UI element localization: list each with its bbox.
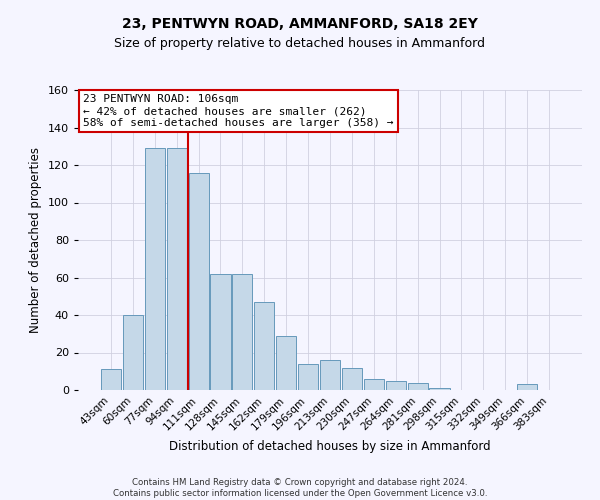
Bar [123,315,143,390]
Text: 23 PENTWYN ROAD: 106sqm
← 42% of detached houses are smaller (262)
58% of semi-d: 23 PENTWYN ROAD: 106sqm ← 42% of detache… [83,94,394,128]
Y-axis label: Number of detached properties: Number of detached properties [29,147,42,333]
Bar [342,368,362,390]
Bar [364,379,384,390]
Bar [298,364,318,390]
Bar [232,274,253,390]
Bar [276,336,296,390]
Text: Contains HM Land Registry data © Crown copyright and database right 2024.
Contai: Contains HM Land Registry data © Crown c… [113,478,487,498]
Bar [386,380,406,390]
Bar [167,148,187,390]
Bar [320,360,340,390]
Bar [145,148,165,390]
Bar [430,388,449,390]
Bar [211,274,230,390]
Text: 23, PENTWYN ROAD, AMMANFORD, SA18 2EY: 23, PENTWYN ROAD, AMMANFORD, SA18 2EY [122,18,478,32]
Text: Size of property relative to detached houses in Ammanford: Size of property relative to detached ho… [115,38,485,51]
Bar [254,302,274,390]
Bar [407,382,428,390]
Bar [101,370,121,390]
Bar [517,384,537,390]
X-axis label: Distribution of detached houses by size in Ammanford: Distribution of detached houses by size … [169,440,491,453]
Bar [188,172,209,390]
